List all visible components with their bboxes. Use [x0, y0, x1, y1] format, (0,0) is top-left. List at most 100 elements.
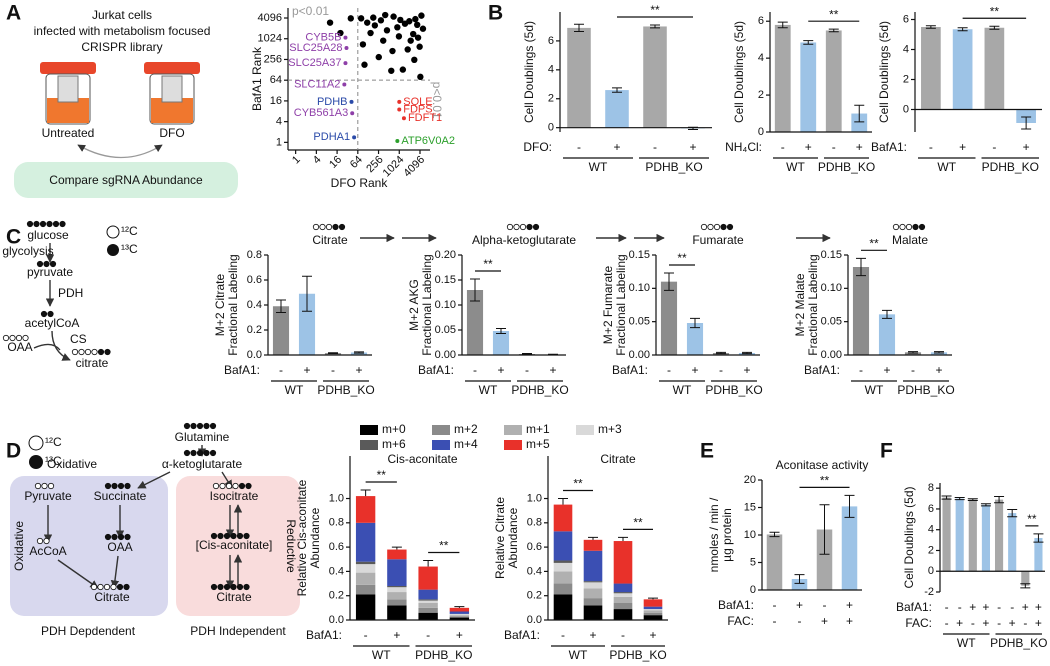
- bar: [984, 27, 1005, 110]
- y-axis-label: M+2 Malate: [793, 273, 807, 336]
- bar-segment: [387, 559, 407, 586]
- bar: [350, 352, 368, 355]
- point-label: SLC25A37: [288, 57, 341, 69]
- diagram-text: ¹³C: [121, 242, 138, 256]
- y-tick-label: 10: [744, 529, 756, 541]
- y-axis-label: Cell Doublings (5d): [732, 21, 746, 123]
- crispr-diagram: Jurkat cells infected with metabolism fo…: [14, 8, 238, 198]
- y-tick-label: 6: [548, 35, 554, 47]
- annotation: p<0.01: [292, 4, 329, 18]
- atom: [40, 310, 48, 318]
- y-tick-label: 0.20: [435, 249, 456, 261]
- atom: [912, 223, 919, 231]
- y-tick-label: 0.15: [629, 249, 650, 261]
- x-tick-label: +: [689, 140, 696, 154]
- y-tick-label: 5: [750, 556, 756, 568]
- point: [377, 17, 385, 24]
- x-tick-label: -: [773, 614, 777, 628]
- atom: [899, 223, 906, 231]
- diagram-text: AcCoA: [29, 544, 66, 558]
- bar-segment: [643, 610, 663, 613]
- x-row-label: BafA1:: [418, 363, 454, 377]
- x-tick-label: -: [929, 140, 933, 154]
- x-tick-label: +: [1035, 600, 1042, 614]
- error-bar: [302, 275, 312, 312]
- y-axis-label: Cell Doublings (5d): [877, 21, 891, 123]
- x-tick-label: +: [856, 140, 863, 154]
- point: [337, 29, 344, 37]
- bar-segment: [553, 571, 573, 584]
- flask: [40, 62, 96, 125]
- y-tick-label: 0.15: [435, 274, 456, 286]
- point: [383, 27, 391, 34]
- bar: [930, 352, 948, 355]
- diagram-text: ¹²C: [121, 224, 138, 238]
- bar-segment: [449, 613, 470, 616]
- y-tick-label: 0.00: [629, 349, 650, 361]
- atom: [203, 422, 210, 430]
- bar: [942, 497, 951, 572]
- point: [406, 18, 413, 25]
- y-tick-label: 0.15: [821, 249, 842, 261]
- x-tick-label: -: [426, 628, 430, 642]
- x-tick-label: 1: [290, 154, 303, 167]
- legend-swatch: [504, 440, 522, 450]
- bar-segment: [613, 541, 633, 584]
- diagram-text: glucose: [27, 228, 69, 242]
- point: [347, 15, 354, 22]
- y-tick-label: 0.8: [527, 517, 542, 529]
- panel-label: A: [6, 2, 21, 25]
- atom: [47, 310, 54, 318]
- y-tick-label: 0.4: [247, 299, 262, 311]
- bar-segment: [643, 615, 663, 620]
- point: [371, 22, 379, 29]
- y-tick-label: 64: [270, 74, 282, 86]
- bar-segment: [418, 602, 438, 608]
- atom: [918, 223, 926, 231]
- atom: [104, 533, 112, 541]
- atom: [22, 334, 29, 342]
- bar: [791, 579, 808, 590]
- arrow: [137, 471, 171, 489]
- arrow: [57, 559, 99, 589]
- point: [390, 13, 397, 20]
- y-tick-label: 0.6: [527, 541, 542, 553]
- point: [375, 53, 382, 61]
- y-tick-label: 0: [928, 565, 934, 577]
- atom: [2, 334, 10, 342]
- atom: [212, 482, 220, 490]
- atom: [183, 449, 191, 457]
- atom: [236, 583, 244, 591]
- x-row-label: BafA1:: [224, 363, 260, 377]
- pdh-independent-box: [176, 476, 300, 616]
- y-tick-label: 0.8: [247, 249, 262, 261]
- group-label: WT: [372, 648, 391, 662]
- pdh-diagram: glucose ¹²C ¹³C glycolysis pyruvate PDH …: [2, 224, 138, 370]
- diagram-text: Reductive: [284, 519, 298, 573]
- atom: [519, 223, 527, 231]
- x-tick-label: +: [959, 140, 966, 154]
- x-tick-label: -: [859, 363, 863, 377]
- y-tick-label: 0.2: [329, 590, 344, 602]
- group-label: PDHB_KO: [645, 160, 702, 174]
- bar-segment: [449, 615, 470, 617]
- x-tick-label: -: [719, 363, 723, 377]
- atom: [49, 260, 57, 268]
- x-tick-label: -: [781, 140, 785, 154]
- error-bar: [618, 536, 628, 542]
- atom: [39, 220, 47, 228]
- y-tick-label: 256: [264, 53, 282, 65]
- error-bar: [742, 351, 752, 355]
- bar: [852, 267, 870, 355]
- atom: [223, 583, 231, 591]
- diagram-text: OAA: [7, 340, 32, 354]
- bar: [492, 331, 510, 355]
- x-row-label: BafA1:: [504, 628, 540, 642]
- x-row-label: FAC:: [727, 614, 754, 628]
- diagram-text: PDH: [58, 286, 83, 300]
- bar-segment: [583, 539, 603, 551]
- x-tick-label: -: [911, 363, 915, 377]
- legend-swatch: [504, 425, 522, 435]
- atom: [720, 223, 727, 231]
- panel-label: F: [880, 440, 893, 463]
